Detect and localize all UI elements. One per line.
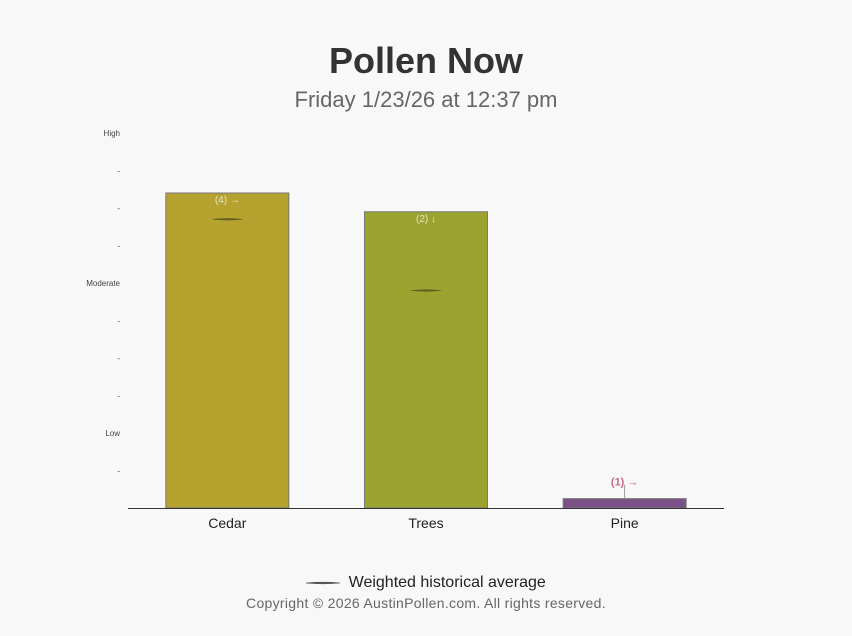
bars-group: (4) → (2) ↓ (1) → (165, 192, 687, 509)
y-tick-label: - (117, 167, 120, 176)
y-axis: - Low - - - Moderate - - - High (86, 129, 120, 476)
y-tick-label: - (117, 467, 120, 476)
bar-label-pine: (1) → (611, 477, 639, 489)
y-tick-label: High (104, 129, 120, 138)
x-tick-label-cedar: Cedar (208, 515, 246, 531)
page-title: Pollen Now (328, 40, 523, 81)
x-tick-label-trees: Trees (408, 515, 443, 531)
y-tick-label: - (117, 317, 120, 326)
historical-average-marker-cedar (212, 218, 243, 221)
y-tick-label: - (117, 204, 120, 213)
historical-average-marker-trees (410, 289, 442, 292)
legend: Weighted historical average (0, 574, 852, 592)
y-tick-label: Moderate (86, 279, 120, 288)
legend-label: Weighted historical average (348, 574, 546, 591)
y-tick-label: - (117, 242, 120, 251)
bar-label-cedar: (4) → (215, 195, 240, 206)
pollen-bar-chart: - Low - - - Moderate - - - High (4) → (2) ↓ (1) → C… (86, 129, 724, 531)
y-tick-label: - (117, 392, 120, 401)
bar-trees[interactable] (364, 211, 488, 509)
bar-pine[interactable] (562, 498, 687, 509)
x-axis: Cedar Trees Pine (128, 508, 724, 531)
bar-cedar[interactable] (165, 192, 290, 509)
bar-label-trees: (2) ↓ (416, 214, 436, 225)
page-subtitle: Friday 1/23/26 at 12:37 pm (294, 87, 558, 112)
x-tick-label-pine: Pine (611, 515, 639, 531)
y-tick-label: - (117, 354, 120, 363)
y-tick-label: Low (105, 429, 120, 438)
legend-average-line-icon (306, 581, 341, 584)
copyright-text: Copyright © 2026 AustinPollen.com. All r… (246, 595, 606, 611)
